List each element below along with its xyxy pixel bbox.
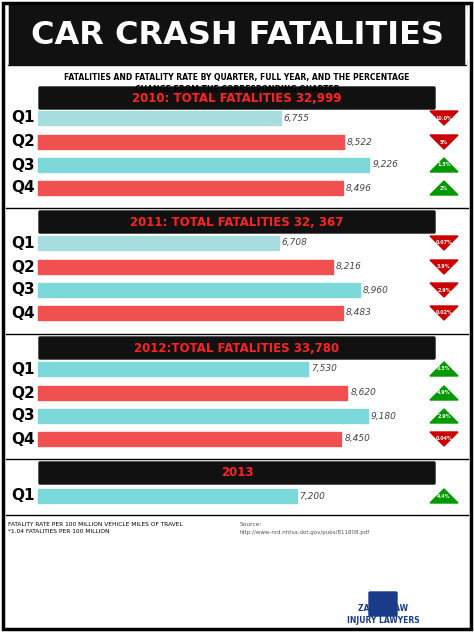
Text: 0.04%: 0.04% xyxy=(436,437,453,442)
FancyBboxPatch shape xyxy=(39,87,435,109)
Bar xyxy=(38,158,369,172)
Text: 1.3%: 1.3% xyxy=(437,162,451,167)
Bar xyxy=(38,306,343,320)
Text: 8,522: 8,522 xyxy=(347,138,373,147)
Text: Q1: Q1 xyxy=(11,111,35,126)
FancyBboxPatch shape xyxy=(39,211,435,233)
Text: 2011: TOTAL FATALITIES 32, 367: 2011: TOTAL FATALITIES 32, 367 xyxy=(130,216,344,229)
Bar xyxy=(38,489,297,503)
Text: CAR CRASH FATALITIES: CAR CRASH FATALITIES xyxy=(30,20,444,51)
Text: 3.9%: 3.9% xyxy=(437,265,451,269)
Text: Q3: Q3 xyxy=(11,157,35,173)
Polygon shape xyxy=(430,158,458,172)
Text: 8,496: 8,496 xyxy=(346,183,372,193)
Text: 8,960: 8,960 xyxy=(363,286,389,295)
Text: Source:: Source: xyxy=(240,522,263,527)
Polygon shape xyxy=(430,386,458,400)
Polygon shape xyxy=(430,409,458,423)
Bar xyxy=(8,5,466,65)
Polygon shape xyxy=(430,432,458,446)
Text: 7,530: 7,530 xyxy=(311,365,337,374)
Bar xyxy=(38,409,368,423)
Text: 0.3%: 0.3% xyxy=(437,367,451,372)
Text: 2%: 2% xyxy=(440,186,448,190)
Text: 2010: TOTAL FATALITIES 32,999: 2010: TOTAL FATALITIES 32,999 xyxy=(132,92,342,104)
Polygon shape xyxy=(430,283,458,297)
Text: 6,708: 6,708 xyxy=(282,238,308,248)
Text: 10.0%: 10.0% xyxy=(436,116,453,121)
Text: Q4: Q4 xyxy=(11,181,35,195)
Text: Q2: Q2 xyxy=(11,386,35,401)
Text: Q2: Q2 xyxy=(11,135,35,150)
Text: 0.07%: 0.07% xyxy=(436,241,453,245)
Text: 8,483: 8,483 xyxy=(346,308,372,317)
Text: Q1: Q1 xyxy=(11,362,35,377)
Text: 9,226: 9,226 xyxy=(372,161,398,169)
Bar xyxy=(38,260,333,274)
Polygon shape xyxy=(466,5,471,65)
Bar xyxy=(38,432,341,446)
Text: 8,450: 8,450 xyxy=(345,435,370,444)
Polygon shape xyxy=(430,306,458,320)
Bar xyxy=(38,181,343,195)
Bar xyxy=(38,236,279,250)
Text: 8,620: 8,620 xyxy=(350,389,376,398)
Text: 5%: 5% xyxy=(440,140,448,145)
Text: 2012:TOTAL FATALITIES 33,780: 2012:TOTAL FATALITIES 33,780 xyxy=(135,341,339,355)
Polygon shape xyxy=(430,260,458,274)
Text: 2013: 2013 xyxy=(221,466,253,480)
Text: Q4: Q4 xyxy=(11,305,35,320)
Polygon shape xyxy=(3,5,8,65)
Text: 8,216: 8,216 xyxy=(336,262,362,272)
Text: Q3: Q3 xyxy=(11,283,35,298)
Polygon shape xyxy=(430,111,458,125)
Text: ZANES LAW
INJURY LAWYERS: ZANES LAW INJURY LAWYERS xyxy=(346,604,419,625)
Text: Q1: Q1 xyxy=(11,236,35,250)
FancyBboxPatch shape xyxy=(369,592,397,616)
Text: 0.02%: 0.02% xyxy=(436,310,453,315)
Text: http://www-nrd.nhtsa.dot.gov/pubs/811808.pdf: http://www-nrd.nhtsa.dot.gov/pubs/811808… xyxy=(240,530,370,535)
Text: FATALITIES AND FATALITY RATE BY QUARTER, FULL YEAR, AND THE PERCENTAGE
CHANGE FR: FATALITIES AND FATALITY RATE BY QUARTER,… xyxy=(64,73,410,94)
Text: 7,200: 7,200 xyxy=(300,492,325,501)
Text: Q3: Q3 xyxy=(11,408,35,423)
Text: 6,755: 6,755 xyxy=(283,114,310,123)
Text: 2.9%: 2.9% xyxy=(437,288,451,293)
Bar xyxy=(38,386,347,400)
FancyBboxPatch shape xyxy=(39,462,435,484)
Polygon shape xyxy=(430,236,458,250)
Text: Q2: Q2 xyxy=(11,260,35,274)
Text: 4.4%: 4.4% xyxy=(437,494,451,499)
Bar xyxy=(38,135,344,149)
Text: 2.9%: 2.9% xyxy=(437,413,451,418)
Bar xyxy=(38,362,309,376)
Polygon shape xyxy=(430,181,458,195)
Bar xyxy=(38,283,360,297)
Polygon shape xyxy=(430,362,458,376)
Text: Q1: Q1 xyxy=(11,489,35,504)
FancyBboxPatch shape xyxy=(39,337,435,359)
Polygon shape xyxy=(430,489,458,503)
Text: 4.9%: 4.9% xyxy=(437,391,451,396)
Bar xyxy=(38,111,281,125)
Text: Q4: Q4 xyxy=(11,432,35,446)
Polygon shape xyxy=(430,135,458,149)
Text: FATALITY RATE PER 100 MILLION VEHICLE MILES OF TRAVEL
*1.04 FATALITIES PER 100 M: FATALITY RATE PER 100 MILLION VEHICLE MI… xyxy=(8,522,182,534)
Text: 9,180: 9,180 xyxy=(371,411,396,420)
